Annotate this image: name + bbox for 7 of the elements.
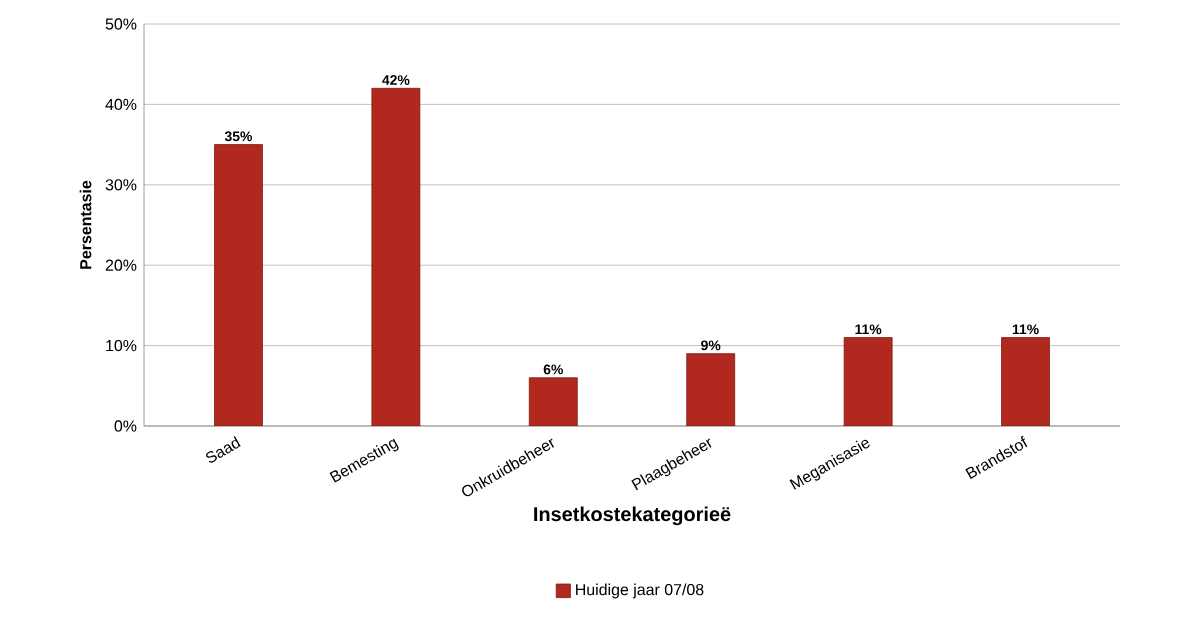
bar: [214, 144, 263, 426]
bar: [1001, 337, 1050, 426]
bar: [528, 377, 578, 426]
x-axis-title: Insetkostekategorieë: [534, 506, 731, 526]
bar: [371, 87, 421, 426]
bar: [843, 337, 893, 426]
bar: [686, 353, 736, 426]
